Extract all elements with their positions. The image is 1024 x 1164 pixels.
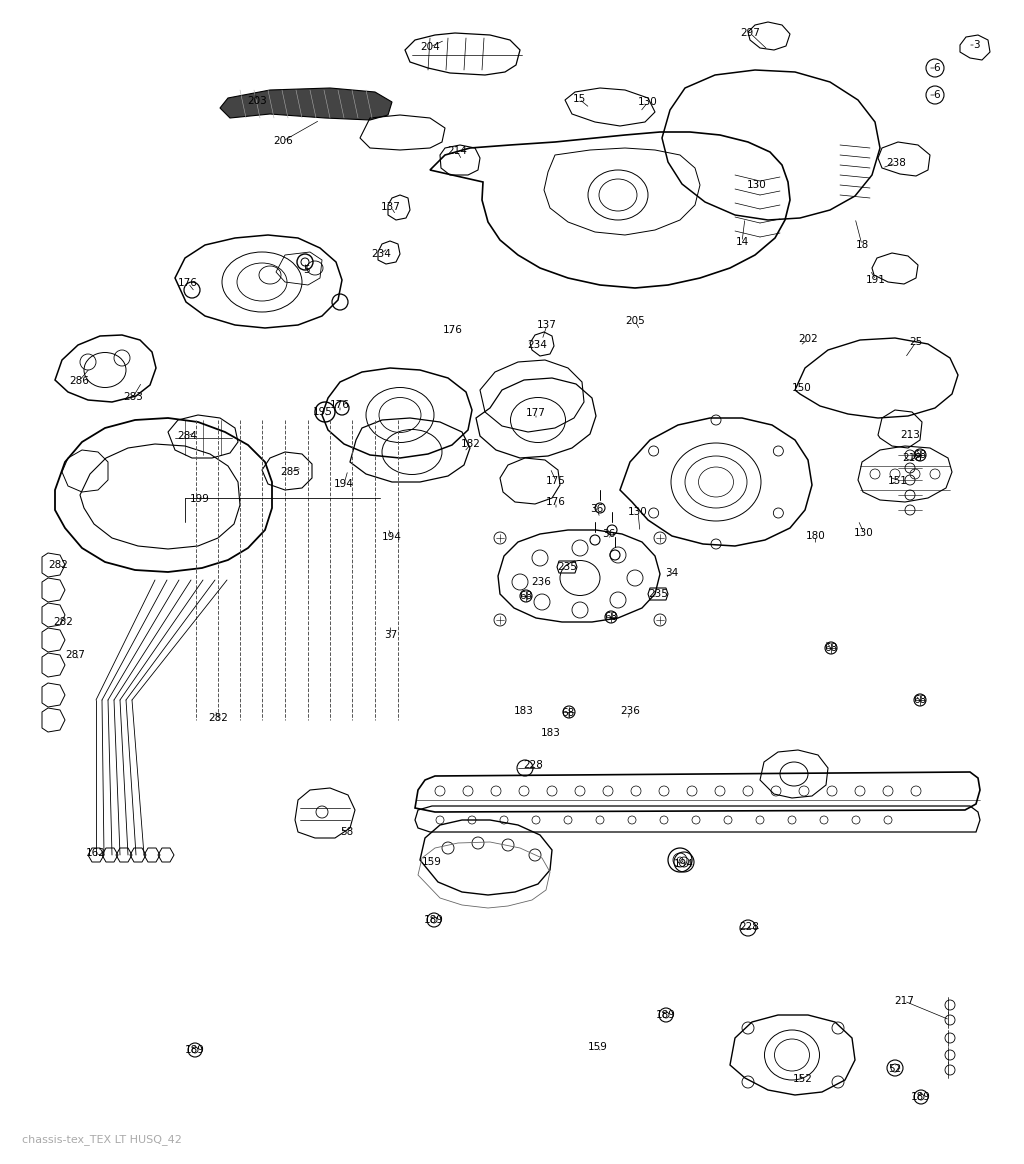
Text: 175: 175 <box>546 476 566 487</box>
Text: 6: 6 <box>934 90 940 100</box>
Text: 235: 235 <box>648 589 668 599</box>
Text: 15: 15 <box>572 94 586 104</box>
Text: 130: 130 <box>638 97 657 107</box>
Text: 25: 25 <box>909 338 923 347</box>
Text: 194: 194 <box>674 859 694 870</box>
Text: 286: 286 <box>69 376 89 386</box>
Text: 3: 3 <box>973 40 979 50</box>
Text: 68: 68 <box>604 612 617 622</box>
Text: 36: 36 <box>591 504 603 514</box>
Text: 151: 151 <box>888 476 908 487</box>
Text: 214: 214 <box>447 146 467 156</box>
Text: 235: 235 <box>557 562 577 572</box>
Text: 218: 218 <box>902 453 922 463</box>
Text: 37: 37 <box>384 630 397 640</box>
Text: 130: 130 <box>854 528 873 538</box>
Text: 137: 137 <box>381 203 401 212</box>
Text: 58: 58 <box>340 826 353 837</box>
Text: 180: 180 <box>806 531 826 541</box>
Text: chassis-tex_TEX LT HUSQ_42: chassis-tex_TEX LT HUSQ_42 <box>22 1135 182 1145</box>
Text: 182: 182 <box>461 439 481 449</box>
Text: 137: 137 <box>537 320 557 331</box>
Text: 194: 194 <box>334 480 354 489</box>
Text: 297: 297 <box>740 28 760 38</box>
Text: 176: 176 <box>443 325 463 335</box>
Text: 236: 236 <box>531 577 551 587</box>
Text: 68: 68 <box>824 643 838 653</box>
Text: 189: 189 <box>185 1045 205 1055</box>
Text: 213: 213 <box>900 430 920 440</box>
Text: 238: 238 <box>886 158 906 168</box>
Text: 206: 206 <box>273 136 293 146</box>
Text: 284: 284 <box>177 431 197 441</box>
Text: 189: 189 <box>911 1092 931 1102</box>
Text: 194: 194 <box>382 532 402 542</box>
Text: 68: 68 <box>913 450 927 460</box>
Text: 202: 202 <box>798 334 818 345</box>
Text: 228: 228 <box>739 922 759 932</box>
Text: 285: 285 <box>280 467 300 477</box>
Text: 199: 199 <box>190 494 210 504</box>
Text: 52: 52 <box>889 1064 901 1074</box>
Text: 36: 36 <box>602 528 615 539</box>
Text: 176: 176 <box>178 278 198 288</box>
Text: 282: 282 <box>48 560 68 570</box>
Text: 189: 189 <box>424 915 444 925</box>
Text: 287: 287 <box>66 650 85 660</box>
Text: 18: 18 <box>855 240 868 250</box>
Polygon shape <box>220 88 392 120</box>
Text: 130: 130 <box>748 180 767 190</box>
Text: 234: 234 <box>371 249 391 260</box>
Text: 282: 282 <box>208 714 228 723</box>
Text: 159: 159 <box>422 857 442 867</box>
Text: 205: 205 <box>625 315 645 326</box>
Text: 34: 34 <box>666 568 679 579</box>
Text: 234: 234 <box>527 340 547 350</box>
Text: 152: 152 <box>793 1074 813 1084</box>
Text: 191: 191 <box>866 275 886 285</box>
Text: 68: 68 <box>519 591 532 601</box>
Text: 189: 189 <box>656 1010 676 1020</box>
Text: 14: 14 <box>735 237 749 247</box>
Text: 68: 68 <box>561 708 574 718</box>
Text: 236: 236 <box>621 707 640 716</box>
Text: 176: 176 <box>546 497 566 508</box>
Text: 159: 159 <box>588 1042 608 1052</box>
Text: 5: 5 <box>304 265 310 275</box>
Text: 130: 130 <box>628 508 648 517</box>
Text: 177: 177 <box>526 409 546 418</box>
Text: 162: 162 <box>86 849 105 858</box>
Text: 6: 6 <box>934 63 940 73</box>
Text: 150: 150 <box>793 383 812 393</box>
Text: 228: 228 <box>523 760 543 771</box>
Text: 195: 195 <box>313 407 333 417</box>
Text: 183: 183 <box>541 728 561 738</box>
Text: 282: 282 <box>53 617 73 627</box>
Text: 204: 204 <box>420 42 440 52</box>
Text: 217: 217 <box>894 996 914 1006</box>
Text: 203: 203 <box>247 95 267 106</box>
Text: 176: 176 <box>330 400 350 410</box>
Text: 283: 283 <box>123 392 143 402</box>
Text: 183: 183 <box>514 707 534 716</box>
Text: 68: 68 <box>913 695 927 705</box>
